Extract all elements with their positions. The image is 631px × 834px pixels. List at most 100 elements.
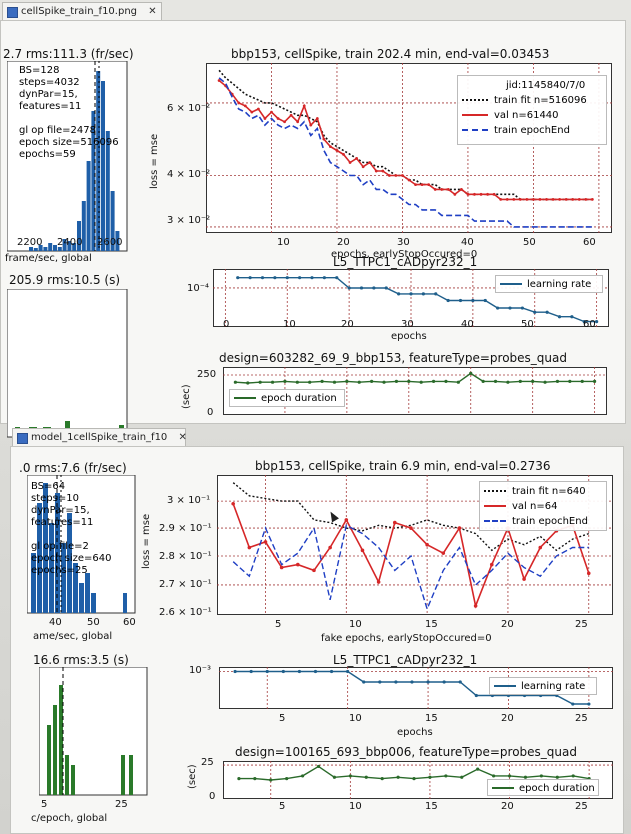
close-tab-icon[interactable]: ✕: [148, 6, 157, 17]
loss-ytick: 3 × 10⁻¹: [167, 495, 211, 506]
lr-xlabel: epochs: [397, 727, 433, 738]
data-point: [332, 380, 337, 384]
data-point: [231, 501, 235, 506]
data-point: [555, 775, 559, 779]
data-point: [474, 693, 478, 698]
loss-plot: [217, 475, 613, 615]
data-point: [260, 276, 265, 280]
lr-xtick: 30: [401, 319, 414, 330]
legend-val: val n=64: [484, 499, 602, 514]
data-point: [483, 298, 487, 303]
tab-cellspike-train-png[interactable]: cellSpike_train_f10.png ✕: [2, 2, 162, 21]
hist1-title: 2.7 rms:111.3 (fr/sec): [3, 47, 134, 61]
data-point: [396, 775, 400, 779]
data-point: [233, 380, 237, 384]
data-point: [368, 161, 372, 164]
info-line: steps=4032: [19, 77, 80, 88]
data-point: [446, 188, 450, 191]
hist1-xlabel: frame/sec, global: [5, 253, 92, 264]
data-point: [520, 306, 524, 310]
hist1-xtick: 2400: [57, 237, 83, 248]
data-point: [297, 669, 302, 674]
tab-label: cellSpike_train_f10.png: [21, 6, 138, 17]
loss-xtick: 40: [461, 237, 474, 248]
legend-label: val n=64: [512, 501, 558, 512]
loss-xtick: 20: [337, 237, 350, 248]
tab-model-cellspike-train[interactable]: model_1cellSpike_train_f10 ✕: [12, 428, 187, 447]
data-point: [250, 110, 254, 114]
hist-bar: [115, 231, 120, 251]
data-point: [256, 107, 260, 111]
data-point: [444, 774, 448, 778]
info-line: epochs=25: [31, 565, 88, 576]
data-point: [419, 380, 423, 384]
top-figure-panel: 2.7 rms:111.3 (fr/sec) BS=128 steps=4032 d…: [0, 20, 626, 438]
info-line: dynPar=15,: [19, 89, 78, 100]
data-point: [345, 379, 349, 383]
hist-bar: [53, 245, 57, 251]
data-point: [446, 298, 450, 303]
hist-bar: [47, 725, 51, 795]
legend-line-icon: [494, 685, 516, 687]
data-point: [456, 380, 460, 384]
data-point: [545, 197, 548, 201]
hist-bar: [59, 685, 63, 795]
data-point: [458, 298, 463, 303]
legend-label: epoch duration: [519, 783, 595, 794]
legend-val: val n=61440: [462, 108, 602, 123]
data-point: [397, 292, 401, 296]
close-tab-icon[interactable]: ✕: [178, 432, 187, 443]
loss-ytick: 2.7 × 10⁻¹: [159, 579, 212, 590]
data-point: [315, 117, 319, 120]
loss-xtick: 10: [349, 619, 362, 630]
data-point: [370, 379, 374, 383]
data-point: [409, 292, 413, 296]
loss-xtick: 20: [501, 619, 514, 630]
data-point: [332, 775, 337, 779]
data-point: [571, 774, 575, 778]
data-point: [322, 276, 326, 280]
loss-xtick: 10: [277, 237, 290, 248]
data-point: [481, 379, 485, 383]
loss-ytick: 6 × 10⁻²: [167, 103, 211, 114]
loss-legend: jid:1145840/7/0 train fit n=516096 val n…: [457, 75, 607, 145]
legend-label: train fit n=640: [512, 486, 586, 497]
data-point: [558, 197, 562, 201]
data-point: [273, 276, 277, 280]
loss-plot-title: bbp153, cellSpike, train 6.9 min, end-va…: [255, 459, 551, 473]
data-point: [433, 188, 437, 191]
data-point: [382, 380, 386, 384]
hist-bar: [105, 131, 110, 251]
series-line: [218, 77, 593, 228]
data-point: [557, 315, 562, 319]
dur-ytick: 0: [209, 791, 216, 802]
loss-ytick: 2.8 × 10⁻¹: [159, 551, 212, 562]
data-point: [236, 276, 240, 280]
hist-bar: [49, 523, 54, 613]
data-point: [265, 669, 269, 674]
data-point: [316, 764, 321, 769]
info-line: epoch size=640: [31, 553, 112, 564]
lr-xtick: 20: [501, 713, 514, 724]
dur-xtick: 10: [349, 801, 362, 812]
loss-xtick: 25: [575, 619, 588, 630]
lr-xtick: 50: [521, 319, 534, 330]
info-line: features=11: [19, 101, 82, 112]
lr-xtick: 20: [341, 319, 354, 330]
data-point: [372, 286, 376, 290]
data-point: [479, 192, 483, 196]
loss-xlabel: epochs, earlyStopOccured=0: [331, 249, 478, 260]
data-point: [296, 562, 300, 567]
lr-legend: learning rate: [489, 677, 597, 695]
data-point: [217, 79, 221, 82]
data-point: [590, 197, 594, 201]
data-point: [571, 197, 575, 201]
legend-line-icon: [234, 397, 256, 399]
data-point: [346, 669, 350, 674]
data-point: [302, 104, 306, 108]
data-point: [335, 276, 339, 280]
data-point: [539, 774, 543, 778]
data-point: [392, 520, 397, 525]
hist-bar: [67, 241, 72, 251]
hist1-xtick: 2200: [17, 237, 43, 248]
